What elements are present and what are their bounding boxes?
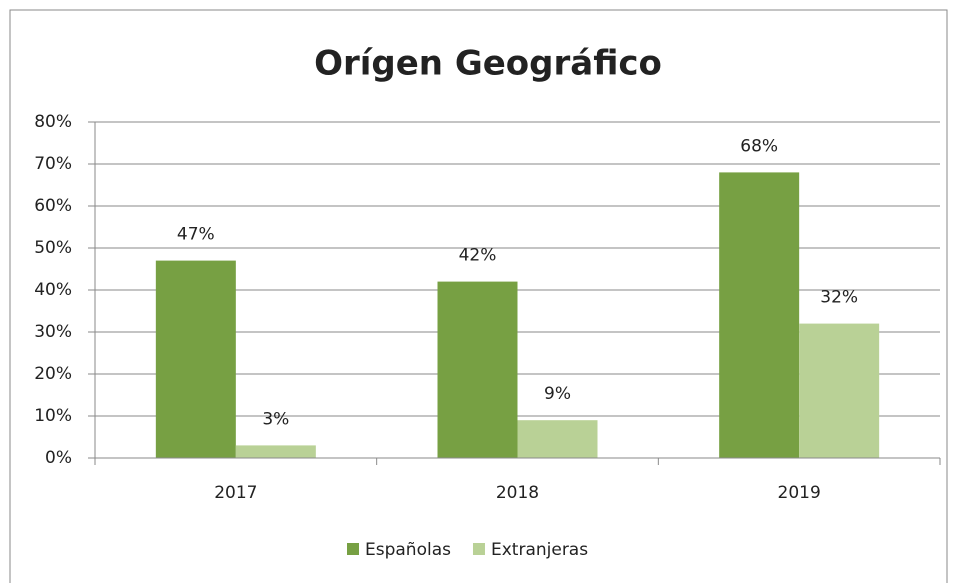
chart-title: Orígen Geográfico <box>314 44 662 84</box>
legend-label: Españolas <box>365 540 451 560</box>
bar <box>235 445 316 458</box>
value-label: 9% <box>544 384 571 404</box>
y-tick-label: 80% <box>34 112 72 132</box>
y-tick-label: 50% <box>34 238 72 258</box>
legend-swatch <box>472 543 485 555</box>
y-tick-label: 20% <box>34 364 72 384</box>
x-tick-label: 2018 <box>496 483 539 503</box>
value-label: 42% <box>459 246 497 266</box>
y-tick-label: 10% <box>34 406 72 426</box>
bar <box>155 260 236 458</box>
bar <box>799 323 880 458</box>
value-label: 68% <box>740 136 778 156</box>
x-tick-label: 2017 <box>214 483 257 503</box>
y-tick-label: 40% <box>34 280 72 300</box>
bar <box>517 420 598 458</box>
y-tick-label: 70% <box>34 154 72 174</box>
value-label: 3% <box>262 409 289 429</box>
legend-label: Extranjeras <box>491 540 588 560</box>
value-label: 47% <box>177 225 215 245</box>
y-tick-label: 30% <box>34 322 72 342</box>
legend-swatch <box>347 543 359 555</box>
x-tick-label: 2019 <box>778 483 821 503</box>
y-tick-label: 60% <box>34 196 72 216</box>
value-label: 32% <box>820 288 858 308</box>
bar <box>719 172 800 458</box>
y-tick-label: 0% <box>45 448 72 468</box>
bar <box>437 281 518 458</box>
